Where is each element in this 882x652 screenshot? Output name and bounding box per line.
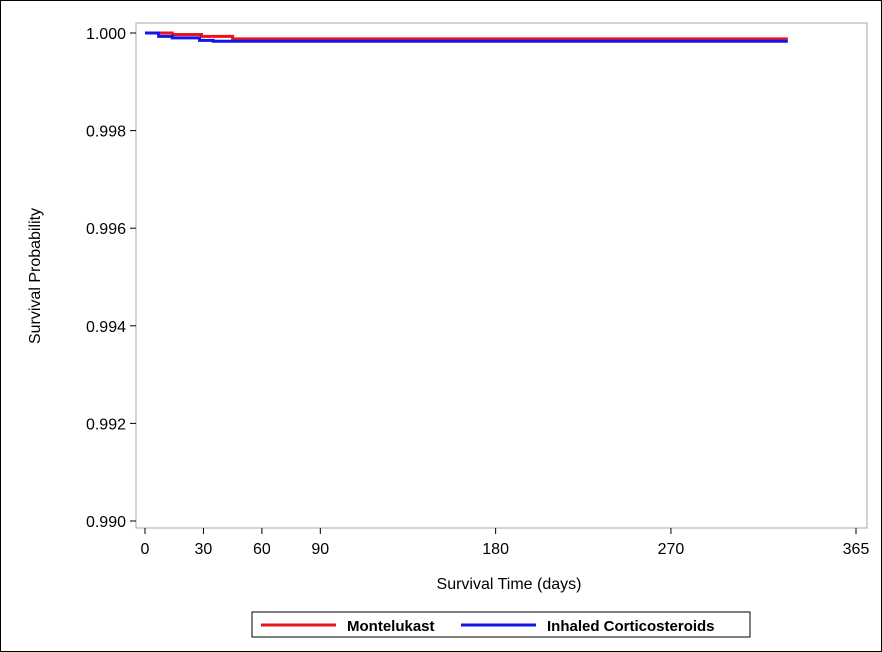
y-tick-label: 0.996 <box>86 221 126 238</box>
x-tick-label: 0 <box>141 541 150 558</box>
x-tick-label: 270 <box>658 541 685 558</box>
y-axis: 0.990 0.992 0.994 0.996 0.998 1.000 <box>86 26 136 531</box>
series-line-montelukast <box>145 31 788 41</box>
x-axis: 0 30 60 90 180 270 365 <box>141 528 870 558</box>
legend-label-inhaled-corticosteroids: Inhaled Corticosteroids <box>547 618 715 635</box>
y-axis-title: Survival Probability <box>27 208 44 344</box>
y-tick-label: 0.992 <box>86 416 126 433</box>
plot-lines <box>145 31 788 43</box>
legend-label-montelukast: Montelukast <box>347 618 435 635</box>
legend: Montelukast Inhaled Corticosteroids <box>251 611 751 638</box>
x-tick-label: 180 <box>482 541 509 558</box>
y-tick-label: 0.990 <box>86 514 126 531</box>
series-line-inhaled-corticosteroids <box>145 31 788 43</box>
y-tick-label: 0.998 <box>86 124 126 141</box>
y-tick-label: 1.000 <box>86 26 126 43</box>
x-tick-label: 30 <box>195 541 213 558</box>
x-axis-title: Survival Time (days) <box>437 576 582 593</box>
y-tick-label: 0.994 <box>86 319 126 336</box>
plot-frame <box>135 22 868 529</box>
x-tick-label: 90 <box>311 541 329 558</box>
x-tick-label: 365 <box>843 541 870 558</box>
x-tick-label: 60 <box>253 541 271 558</box>
